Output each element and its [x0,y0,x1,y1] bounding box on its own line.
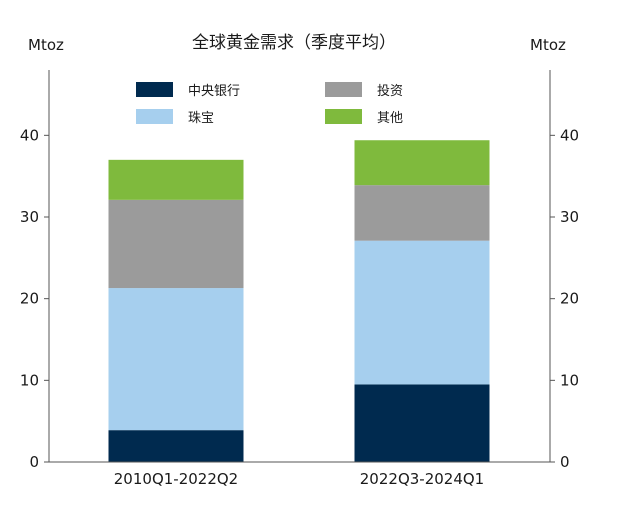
legend-swatch [325,82,362,97]
legend-label: 投资 [377,83,403,99]
right-tick-label: 0 [560,453,570,471]
right-tick-label: 30 [560,208,579,226]
bar-segment-0-3 [108,159,244,200]
left-tick-label: 30 [20,208,39,226]
left-tick-label: 40 [20,126,39,144]
right-tick-label: 20 [560,290,579,308]
left-tick-label: 0 [29,453,39,471]
legend-swatch [136,109,173,124]
bar-segment-1-1 [354,240,490,385]
left-axis-unit: Mtoz [28,36,64,54]
x-tick-label: 2022Q3-2024Q1 [360,470,484,488]
left-tick-label: 10 [20,371,39,389]
legend-swatch [325,109,362,124]
legend-swatch [136,82,173,97]
plot-area: 2010Q1-2022Q2 2022Q3-2024Q1 0 0 10 10 20 20 30 30… [20,70,579,488]
legend-label: 珠宝 [188,111,214,126]
right-tick-label: 10 [560,371,579,389]
legend-label: 其他 [377,111,403,126]
bar-segment-0-0 [108,430,244,462]
chart-title: 全球黄金需求（季度平均） [192,33,396,53]
bar-segment-1-3 [354,140,490,186]
right-tick-label: 40 [560,126,579,144]
bar-segment-0-2 [108,199,244,289]
right-axis-unit: Mtoz [530,36,566,54]
x-tick-label: 2010Q1-2022Q2 [114,470,238,488]
legend-label: 中央银行 [188,84,240,99]
bar-segment-1-0 [354,384,490,462]
left-tick-label: 20 [20,290,39,308]
bar-segment-1-2 [354,185,490,241]
bar-segment-0-1 [108,288,244,431]
